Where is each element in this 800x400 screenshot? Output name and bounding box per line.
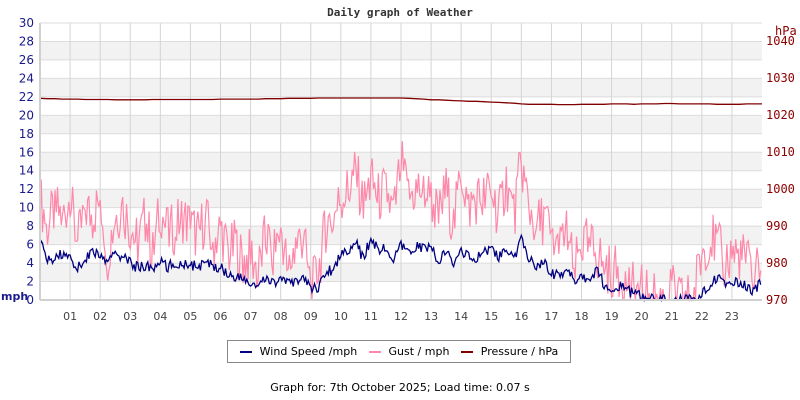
y-tick-label-right: 990 (766, 219, 788, 233)
legend-item-gust: Gust / mph (368, 345, 450, 358)
y-tick-label-right: 1030 (766, 71, 795, 85)
y-tick-label-left: 10 (19, 201, 34, 215)
x-tick-label: 16 (514, 310, 528, 323)
x-tick-label: 17 (544, 310, 558, 323)
legend-label: Wind Speed /mph (259, 345, 358, 358)
x-tick-label: 02 (93, 310, 107, 323)
series-pressure-hpa (39, 97, 762, 106)
x-tick-label: 09 (304, 310, 318, 323)
x-tick-label: 05 (183, 310, 197, 323)
y-tick-label-left: 30 (19, 16, 34, 30)
y-tick-label-right: 1000 (766, 182, 795, 196)
x-tick-label: 06 (214, 310, 228, 323)
x-tick-label: 03 (123, 310, 137, 323)
axes: 01 02 03 04 05 06 07 08 09 10 11 12 13 14 15 16 17 18 19 20… (1, 16, 797, 323)
y-tick-label-right: 980 (766, 256, 788, 270)
y-tick-label-left: 6 (26, 238, 34, 252)
x-tick-label: 22 (695, 310, 709, 323)
y-tick-label-right: 1020 (766, 108, 795, 122)
y-tick-label-left: 26 (19, 53, 34, 67)
y-tick-label-left: 20 (19, 108, 34, 122)
legend-item-pressure: Pressure / hPa (460, 345, 559, 358)
x-tick-label: 04 (153, 310, 167, 323)
y-axis-unit-left: mph (1, 290, 28, 303)
chart-title: Daily graph of Weather (327, 6, 473, 19)
x-tick-label: 12 (394, 310, 408, 323)
y-tick-label-left: 18 (19, 127, 34, 141)
y-tick-label-right: 1040 (766, 34, 795, 48)
y-tick-label-left: 24 (19, 71, 34, 85)
x-tick-label: 07 (244, 310, 258, 323)
weather-chart: 01 02 03 04 05 06 07 08 09 10 11 12 13 14 15 16 17 18 19 20… (1, 16, 797, 323)
legend-label: Gust / mph (388, 345, 450, 358)
legend-item-wind-speed: Wind Speed /mph (239, 345, 358, 358)
y-axis-unit-right: hPa (775, 24, 797, 38)
wind-speed-swatch-icon (239, 350, 252, 353)
graph-footer: Graph for: 7th October 2025; Load time: … (270, 381, 530, 394)
x-tick-label: 19 (605, 310, 619, 323)
y-tick-label-left: 0 (26, 293, 34, 307)
x-tick-label: 01 (63, 310, 77, 323)
gust-swatch-icon (368, 350, 381, 353)
y-tick-label-left: 2 (26, 275, 34, 289)
x-tick-label: 08 (274, 310, 288, 323)
y-tick-label-left: 14 (19, 164, 34, 178)
y-tick-label-left: 8 (26, 219, 34, 233)
x-tick-label: 11 (364, 310, 378, 323)
y-tick-label-left: 22 (19, 90, 34, 104)
x-tick-label: 20 (635, 310, 649, 323)
x-tick-label: 15 (484, 310, 498, 323)
x-tick-label: 14 (454, 310, 468, 323)
y-tick-label-right: 970 (766, 293, 788, 307)
series-gust-mph (39, 141, 762, 303)
y-tick-label-left: 28 (19, 34, 34, 48)
y-tick-label-left: 16 (19, 145, 34, 159)
y-tick-label-left: 4 (26, 256, 34, 270)
chart-legend: Wind Speed /mph Gust / mph Pressure / hP… (227, 340, 571, 363)
x-tick-label: 10 (334, 310, 348, 323)
x-tick-label: 13 (424, 310, 438, 323)
y-tick-label-left: 12 (19, 182, 34, 196)
y-tick-label-right: 1010 (766, 145, 795, 159)
legend-label: Pressure / hPa (480, 345, 559, 358)
x-tick-label: 23 (725, 310, 739, 323)
x-tick-label: 21 (665, 310, 679, 323)
x-tick-label: 18 (575, 310, 589, 323)
pressure-swatch-icon (460, 350, 473, 353)
